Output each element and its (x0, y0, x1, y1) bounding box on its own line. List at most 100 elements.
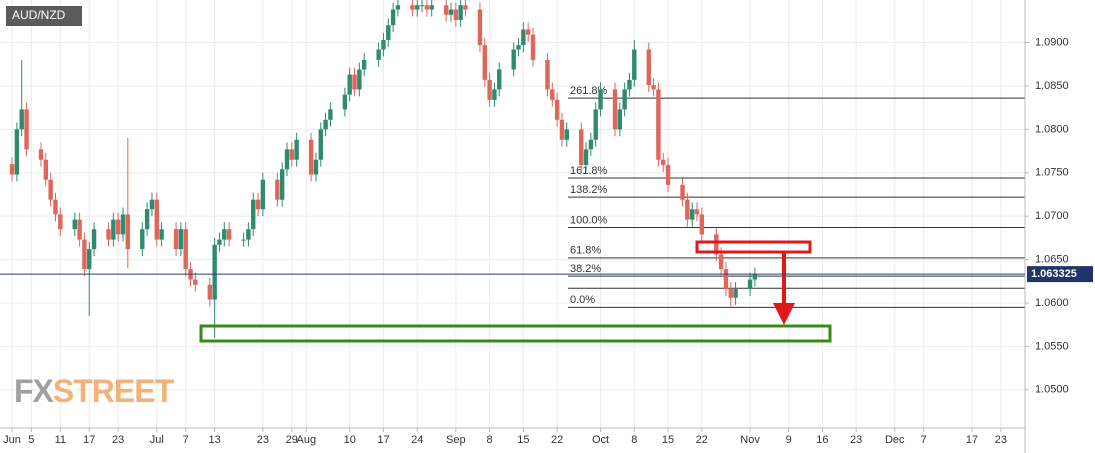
chart-title: AUD/NZD (12, 8, 66, 22)
candle-body (487, 79, 492, 100)
x-tick-label: Jul (150, 434, 164, 446)
candle-body (140, 229, 145, 250)
x-tick-label: Nov (740, 434, 760, 446)
candle-body (284, 149, 290, 170)
candle-body (115, 219, 121, 235)
candle-body (77, 219, 82, 240)
candle-body (381, 39, 386, 50)
annotations (199, 240, 832, 343)
x-tick-label: 23 (995, 434, 1007, 446)
candle-body (255, 199, 261, 210)
candle-body (275, 179, 280, 200)
candle-body (53, 199, 58, 215)
candle-body (111, 219, 116, 240)
y-tick-label: 1.0750 (1035, 167, 1069, 179)
candle-body (159, 229, 164, 240)
candle-body (424, 5, 430, 10)
candle-body (525, 29, 531, 35)
logo-fx: FX (14, 373, 55, 409)
candle-body (443, 5, 449, 15)
candle-body (106, 229, 111, 240)
candle-body (728, 289, 733, 298)
candle-body (661, 159, 666, 165)
current-price-label: 1.063325 (1031, 268, 1077, 280)
candle-body (689, 209, 695, 220)
y-tick-label: 1.0850 (1035, 80, 1069, 92)
candle-body (723, 269, 729, 290)
fib-label: 0.0% (570, 294, 595, 306)
candle-body (752, 274, 758, 280)
candle-body (294, 139, 299, 160)
x-tick-label: 15 (662, 434, 674, 446)
candle-body (386, 25, 391, 40)
candle-body (511, 49, 516, 70)
candle-body (308, 139, 314, 175)
candle-body (419, 5, 425, 7)
candle-body (347, 74, 352, 95)
candle-body (144, 209, 150, 230)
candle-body (72, 219, 77, 230)
candle-body (246, 229, 251, 240)
candle-body (492, 89, 497, 100)
candle-body (617, 109, 623, 130)
candle-body (593, 109, 598, 140)
candle-body (550, 89, 555, 100)
x-tick-label: 24 (411, 434, 423, 446)
x-tick-label: 5 (28, 434, 34, 446)
candle-body (448, 9, 454, 15)
y-tick-label: 1.0800 (1035, 123, 1069, 135)
fibonacci: 261.8% 161.8% 138.2% 100.0% 61.8% 38.2% 0.0% (568, 85, 1025, 308)
x-tick-label: 17 (966, 434, 978, 446)
candle-body (632, 49, 637, 80)
x-tick-label: 8 (487, 434, 493, 446)
candle-body (14, 129, 20, 175)
candle-body (395, 5, 401, 10)
candle-body (477, 9, 483, 46)
candle-body (646, 49, 651, 86)
support-box (199, 324, 832, 343)
candle-body (458, 5, 463, 20)
candle-body (207, 284, 213, 300)
candle-body (559, 119, 565, 140)
x-tick-label: 15 (517, 434, 529, 446)
candle-body (323, 119, 328, 130)
candle-body (154, 199, 159, 240)
x-tick-label: Oct (592, 434, 609, 446)
candle-body (279, 169, 285, 200)
candle-body (328, 109, 333, 120)
y-tick-label: 1.0550 (1035, 340, 1069, 352)
candle-body (747, 279, 753, 290)
candle-body (212, 244, 217, 300)
y-tick-label: 1.0700 (1035, 210, 1069, 222)
candle-body (58, 214, 63, 230)
arrow-head (773, 303, 795, 325)
candle-body (718, 254, 724, 270)
x-tick-label: 7 (921, 434, 927, 446)
x-tick-label: 22 (551, 434, 563, 446)
candle-body (241, 239, 246, 241)
candle-body (516, 45, 521, 50)
candle-body (651, 85, 656, 90)
candle-body (733, 289, 738, 298)
candle-body (714, 234, 719, 255)
x-tick-label: 7 (183, 434, 189, 446)
candle-body (361, 59, 367, 70)
grid (0, 0, 1029, 432)
candle-body (183, 229, 188, 270)
candle-body (313, 159, 319, 175)
candle-body (178, 229, 184, 250)
candle-body (410, 5, 415, 10)
candle-body (463, 5, 468, 10)
candle-body (318, 129, 323, 160)
fib-label: 61.8% (570, 245, 601, 257)
candle-body (415, 5, 420, 10)
candle-body (125, 214, 131, 250)
fib-label: 38.2% (570, 263, 601, 275)
title-box (6, 6, 82, 26)
candle-body (665, 164, 671, 185)
x-tick-label: Dec (885, 434, 905, 446)
candle-body (680, 184, 685, 200)
logo-street: STREET (53, 373, 175, 409)
candle-body (19, 109, 24, 130)
candle-body (694, 209, 700, 215)
